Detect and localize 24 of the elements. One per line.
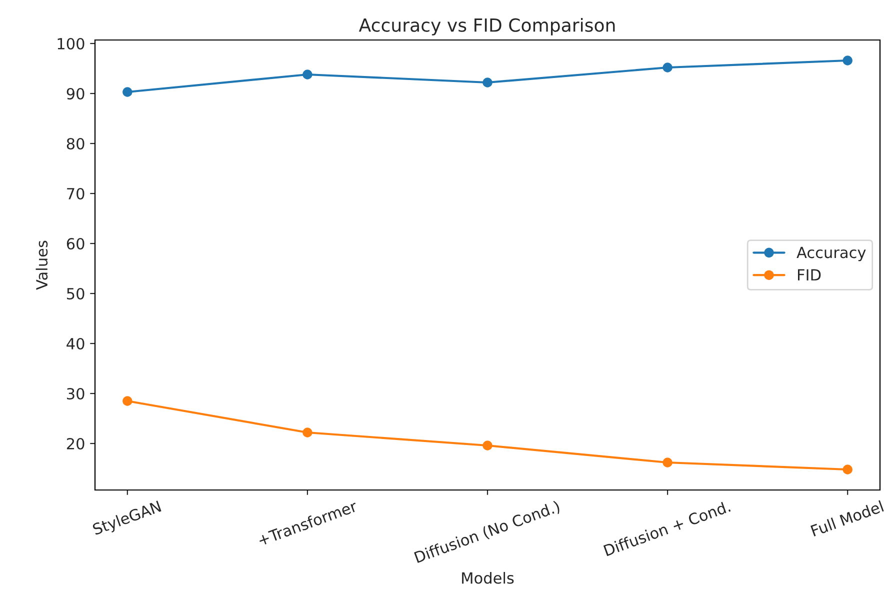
- point: [482, 440, 492, 450]
- y-tick-label: 30: [67, 388, 84, 400]
- legend-label: FID: [798, 269, 821, 280]
- chart-title: Accuracy vs FID Comparison: [358, 18, 615, 36]
- point: [842, 56, 852, 66]
- point: [662, 62, 672, 72]
- y-tick-label: 60: [66, 238, 84, 250]
- legend-label: Accuracy: [796, 246, 866, 262]
- point: [122, 396, 132, 406]
- point: [842, 464, 852, 474]
- point: [302, 70, 312, 80]
- x-axis-title: Models: [462, 572, 514, 584]
- y-tick-label: 50: [67, 288, 84, 300]
- point: [302, 428, 312, 438]
- y-axis-title: Values: [36, 240, 48, 290]
- point: [482, 78, 492, 88]
- y-tick-label: 20: [66, 438, 84, 450]
- point: [122, 87, 132, 97]
- point: [662, 458, 672, 468]
- y-tick-label: 80: [66, 138, 84, 150]
- y-tick-label: 40: [66, 338, 84, 350]
- y-tick-label: 70: [67, 188, 84, 200]
- y-tick-label: 90: [66, 88, 84, 100]
- y-tick-label: 100: [58, 38, 84, 50]
